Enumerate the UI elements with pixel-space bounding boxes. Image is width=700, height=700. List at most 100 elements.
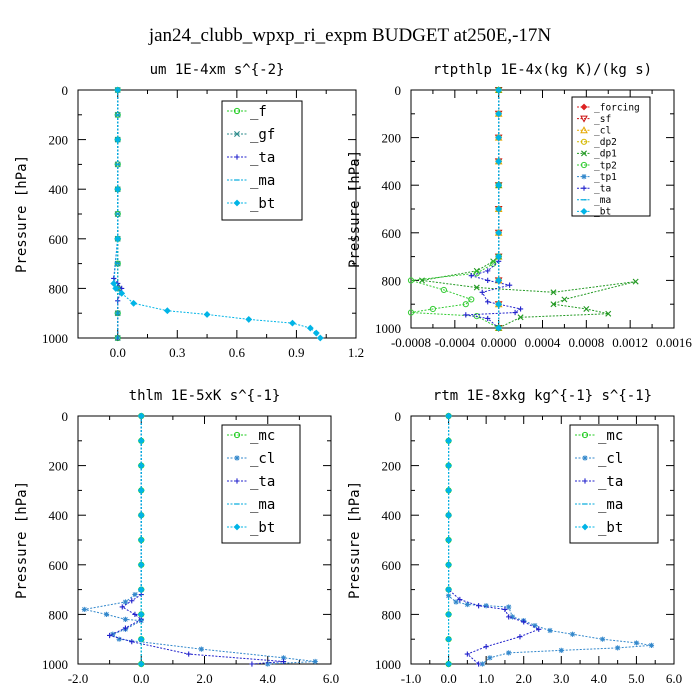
data-point [445, 610, 452, 618]
data-point [495, 229, 503, 237]
y-tick-label: 600 [382, 558, 402, 573]
panel-2: rtpthlp 1E-4x(kg K)/(kg s) Pressure [hPa]… [347, 62, 692, 350]
data-point [445, 586, 452, 594]
data-point [137, 536, 145, 544]
data-point [445, 660, 452, 668]
x-tick-label: 2.0 [516, 671, 532, 686]
data-point [114, 136, 122, 144]
data-point [122, 616, 129, 622]
data-point [119, 604, 125, 610]
series-tp2 [407, 86, 502, 332]
y-tick-label: 1000 [375, 321, 401, 336]
legend-marker [234, 455, 240, 461]
legend-marker [234, 131, 240, 137]
series-bt [445, 412, 452, 668]
data-point [445, 635, 452, 643]
data-point [445, 536, 452, 544]
data-point [114, 185, 122, 193]
data-point [312, 329, 320, 337]
data-point [536, 626, 542, 632]
legend-box [221, 424, 301, 544]
data-point [462, 301, 469, 308]
legend-marker [582, 478, 588, 484]
data-point [137, 486, 145, 494]
data-point [485, 268, 491, 274]
legend-marker [580, 115, 588, 123]
data-point [569, 631, 576, 637]
data-point [605, 310, 612, 317]
legend-entry: _dp2 [594, 137, 617, 148]
legend-marker [580, 126, 588, 134]
data-point [137, 437, 145, 445]
data-point [265, 661, 271, 667]
series-line [113, 90, 123, 338]
data-point [648, 642, 655, 648]
legend-marker [580, 138, 588, 145]
data-point [473, 284, 480, 291]
y-tick-label: 200 [382, 459, 402, 474]
y-tick-label: 400 [49, 182, 69, 197]
data-point [463, 312, 469, 318]
x-tick-label: 0.0016 [656, 335, 692, 350]
y-tick-label: 1000 [42, 331, 68, 346]
y-tick-label: 1000 [42, 657, 68, 672]
data-point [485, 315, 491, 322]
y-tick-label: 600 [382, 226, 402, 241]
y-tick-label: 0 [62, 83, 69, 98]
legend-entry: _sf [594, 114, 611, 125]
data-point [129, 639, 135, 645]
data-point [512, 309, 518, 316]
legend-marker [580, 207, 588, 215]
data-point [483, 644, 489, 650]
series-line [448, 416, 540, 665]
data-point [137, 660, 145, 668]
data-point [468, 273, 474, 279]
x-tick-label: -0.0008 [391, 335, 431, 350]
legend-box [571, 96, 651, 217]
panel-title: rtpthlp 1E-4x(kg K)/(kg s) [433, 62, 652, 78]
data-point [495, 276, 503, 284]
legend-marker [233, 523, 241, 531]
x-tick-label: 0.0008 [568, 335, 604, 350]
panel-title: um 1E-4xm s^{-2} [150, 62, 285, 78]
x-tick-label: 0.0 [133, 671, 149, 686]
x-tick-label: 0.9 [288, 345, 304, 360]
data-point [429, 305, 437, 313]
x-tick-label: 2.0 [196, 671, 212, 686]
data-point [521, 619, 527, 625]
series-ta [445, 413, 542, 667]
data-point [245, 315, 253, 323]
data-point [110, 280, 118, 287]
legend-entry: _bt [594, 207, 611, 218]
data-point [506, 650, 512, 656]
panel-4: rtm 1E-8xkg kg^{-1} s^{-1} Pressure [hPa]… [347, 388, 682, 686]
data-point [550, 289, 557, 296]
data-point [112, 284, 120, 292]
data-point [479, 289, 485, 295]
legend-marker [234, 478, 240, 484]
legend-entry: _mc [598, 428, 623, 444]
y-tick-label: 800 [49, 607, 69, 622]
x-tick-label: 0.0000 [481, 335, 517, 350]
y-tick-label: 600 [49, 558, 69, 573]
legend-marker [233, 107, 241, 115]
legend: _mc _cl _ta _ma _bt [569, 424, 659, 544]
y-tick-label: 800 [382, 607, 402, 622]
data-point [137, 561, 145, 569]
y-tick-label: 400 [382, 178, 402, 193]
legend-entry: _forcing [594, 102, 640, 113]
y-axis-label: Pressure [hPa] [347, 150, 363, 268]
data-point [532, 622, 538, 629]
data-point [507, 282, 513, 288]
x-tick-label: 1.2 [348, 345, 364, 360]
data-point [547, 627, 553, 634]
data-point [495, 110, 503, 118]
data-point [280, 658, 287, 665]
data-point [129, 598, 135, 604]
data-point [495, 300, 503, 308]
data-point [506, 614, 512, 620]
y-tick-label: 0 [395, 83, 402, 98]
data-point [476, 661, 482, 667]
data-point [137, 511, 145, 519]
x-tick-label: 1.0 [478, 671, 494, 686]
